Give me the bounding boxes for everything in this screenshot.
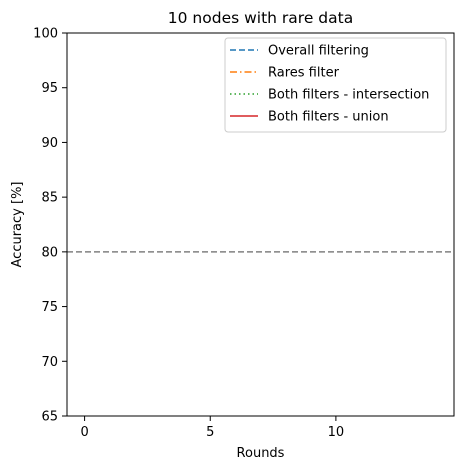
- legend-label: Overall filtering: [268, 44, 369, 59]
- x-tick-label: 10: [328, 425, 345, 440]
- legend-label: Both filters - intersection: [268, 88, 429, 103]
- x-axis-label: Rounds: [237, 446, 285, 461]
- x-tick-label: 0: [80, 425, 88, 440]
- y-axis-ticks: 65 70 75 80 85 90 95 100: [33, 27, 67, 425]
- legend-label: Rares filter: [268, 66, 340, 81]
- y-tick-label: 75: [41, 300, 58, 315]
- y-tick-label: 70: [41, 355, 58, 370]
- y-tick-label: 65: [41, 410, 58, 425]
- y-tick-label: 80: [41, 245, 58, 260]
- y-tick-label: 100: [33, 27, 58, 42]
- chart-title: 10 nodes with rare data: [168, 9, 353, 27]
- y-tick-label: 95: [41, 81, 58, 96]
- y-axis-label: Accuracy [%]: [10, 182, 25, 268]
- legend: Overall filtering Rares filter Both filter…: [225, 38, 446, 132]
- y-tick-label: 85: [41, 191, 58, 206]
- x-axis-ticks: 0 5 10: [80, 416, 344, 440]
- x-tick-label: 5: [206, 425, 214, 440]
- y-tick-label: 90: [41, 136, 58, 151]
- legend-label: Both filters - union: [268, 110, 389, 125]
